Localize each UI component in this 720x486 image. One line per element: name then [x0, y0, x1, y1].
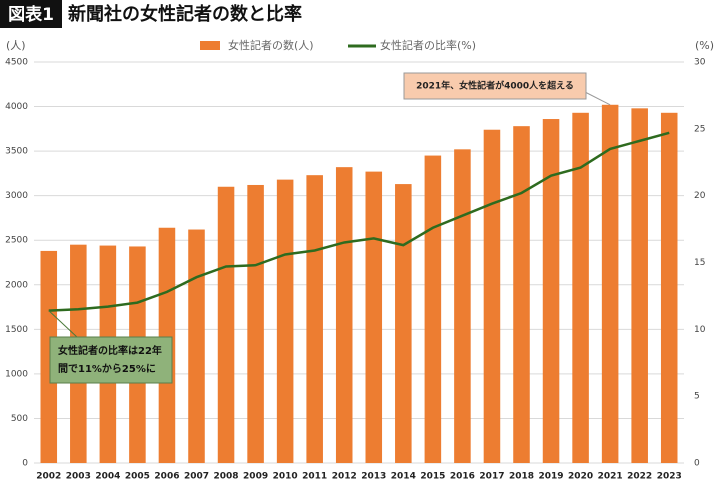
bar [247, 184, 264, 463]
legend-label: 女性記者の数(人) [228, 38, 314, 52]
y-tick-label: 500 [11, 414, 28, 424]
y2-tick-label: 5 [694, 392, 700, 402]
y-tick-label: 2000 [5, 280, 28, 290]
y-tick-label: 1000 [5, 369, 28, 379]
y2-tick-label: 15 [694, 258, 705, 268]
bar [513, 126, 530, 463]
annotation-text: 間で11%から25%に [58, 363, 156, 375]
x-tick-label: 2019 [539, 472, 564, 482]
bar [660, 112, 678, 463]
x-tick-label: 2005 [125, 472, 150, 482]
x-tick-label: 2022 [627, 472, 652, 482]
bar [40, 250, 58, 463]
legend-label: 女性記者の比率(%) [380, 38, 476, 52]
x-tick-label: 2013 [361, 472, 386, 482]
badge-bg [0, 0, 62, 28]
annotation-pointer [48, 310, 79, 339]
x-tick-label: 2017 [479, 472, 504, 482]
bar [483, 129, 501, 464]
bar [335, 167, 353, 463]
y2-unit: (%) [695, 39, 714, 52]
x-tick-label: 2011 [302, 472, 327, 482]
y-tick-label: 0 [22, 459, 28, 469]
bar [306, 175, 323, 463]
y-tick-label: 2500 [5, 236, 28, 246]
x-tick-label: 2012 [332, 472, 357, 482]
annotation-text: 女性記者の比率は22年 [58, 344, 162, 357]
x-tick-label: 2018 [509, 472, 534, 482]
bar [601, 104, 619, 464]
bar [188, 229, 205, 463]
x-tick-label: 2009 [243, 472, 268, 482]
bar [365, 171, 383, 463]
bar [631, 108, 648, 464]
bar [424, 155, 442, 464]
y2-tick-label: 25 [694, 124, 705, 134]
x-tick-label: 2015 [420, 472, 445, 482]
annotation-box [49, 336, 173, 384]
x-tick-label: 2006 [154, 472, 179, 482]
y2-tick-label: 30 [694, 58, 706, 68]
y2-tick-label: 10 [694, 325, 706, 335]
x-tick-label: 2008 [214, 472, 239, 482]
x-tick-label: 2010 [273, 472, 298, 482]
y2-tick-label: 0 [694, 459, 700, 469]
y-tick-label: 4000 [5, 102, 28, 112]
bar [542, 119, 560, 463]
x-tick-label: 2016 [450, 472, 475, 482]
line [48, 131, 670, 312]
annotation-text: 2021年、女性記者が4000人を超える [416, 80, 574, 92]
x-tick-label: 2023 [657, 472, 682, 482]
annotation-box [403, 72, 587, 100]
y-tick-label: 3500 [5, 147, 28, 157]
annotation-pointer [584, 91, 611, 106]
bar [395, 184, 412, 464]
x-tick-label: 2007 [184, 472, 209, 482]
x-tick-label: 2020 [568, 472, 593, 482]
y-tick-label: 3000 [5, 191, 28, 201]
y-unit: (人) [6, 39, 26, 52]
y-tick-label: 1500 [5, 325, 28, 335]
legend-swatch [200, 41, 220, 50]
x-tick-label: 2004 [95, 472, 120, 482]
bar [217, 186, 235, 463]
bar [454, 149, 471, 463]
bar [572, 112, 589, 463]
badge: 図表1 [8, 4, 54, 25]
x-tick-label: 2014 [391, 472, 416, 482]
y2-tick-label: 20 [694, 191, 706, 201]
x-tick-label: 2002 [36, 472, 61, 482]
bar [276, 179, 294, 464]
chart-title: 新聞社の女性記者の数と比率 [68, 3, 302, 25]
x-tick-label: 2003 [66, 472, 91, 482]
y-tick-label: 4500 [5, 58, 28, 68]
x-tick-label: 2021 [598, 472, 623, 482]
